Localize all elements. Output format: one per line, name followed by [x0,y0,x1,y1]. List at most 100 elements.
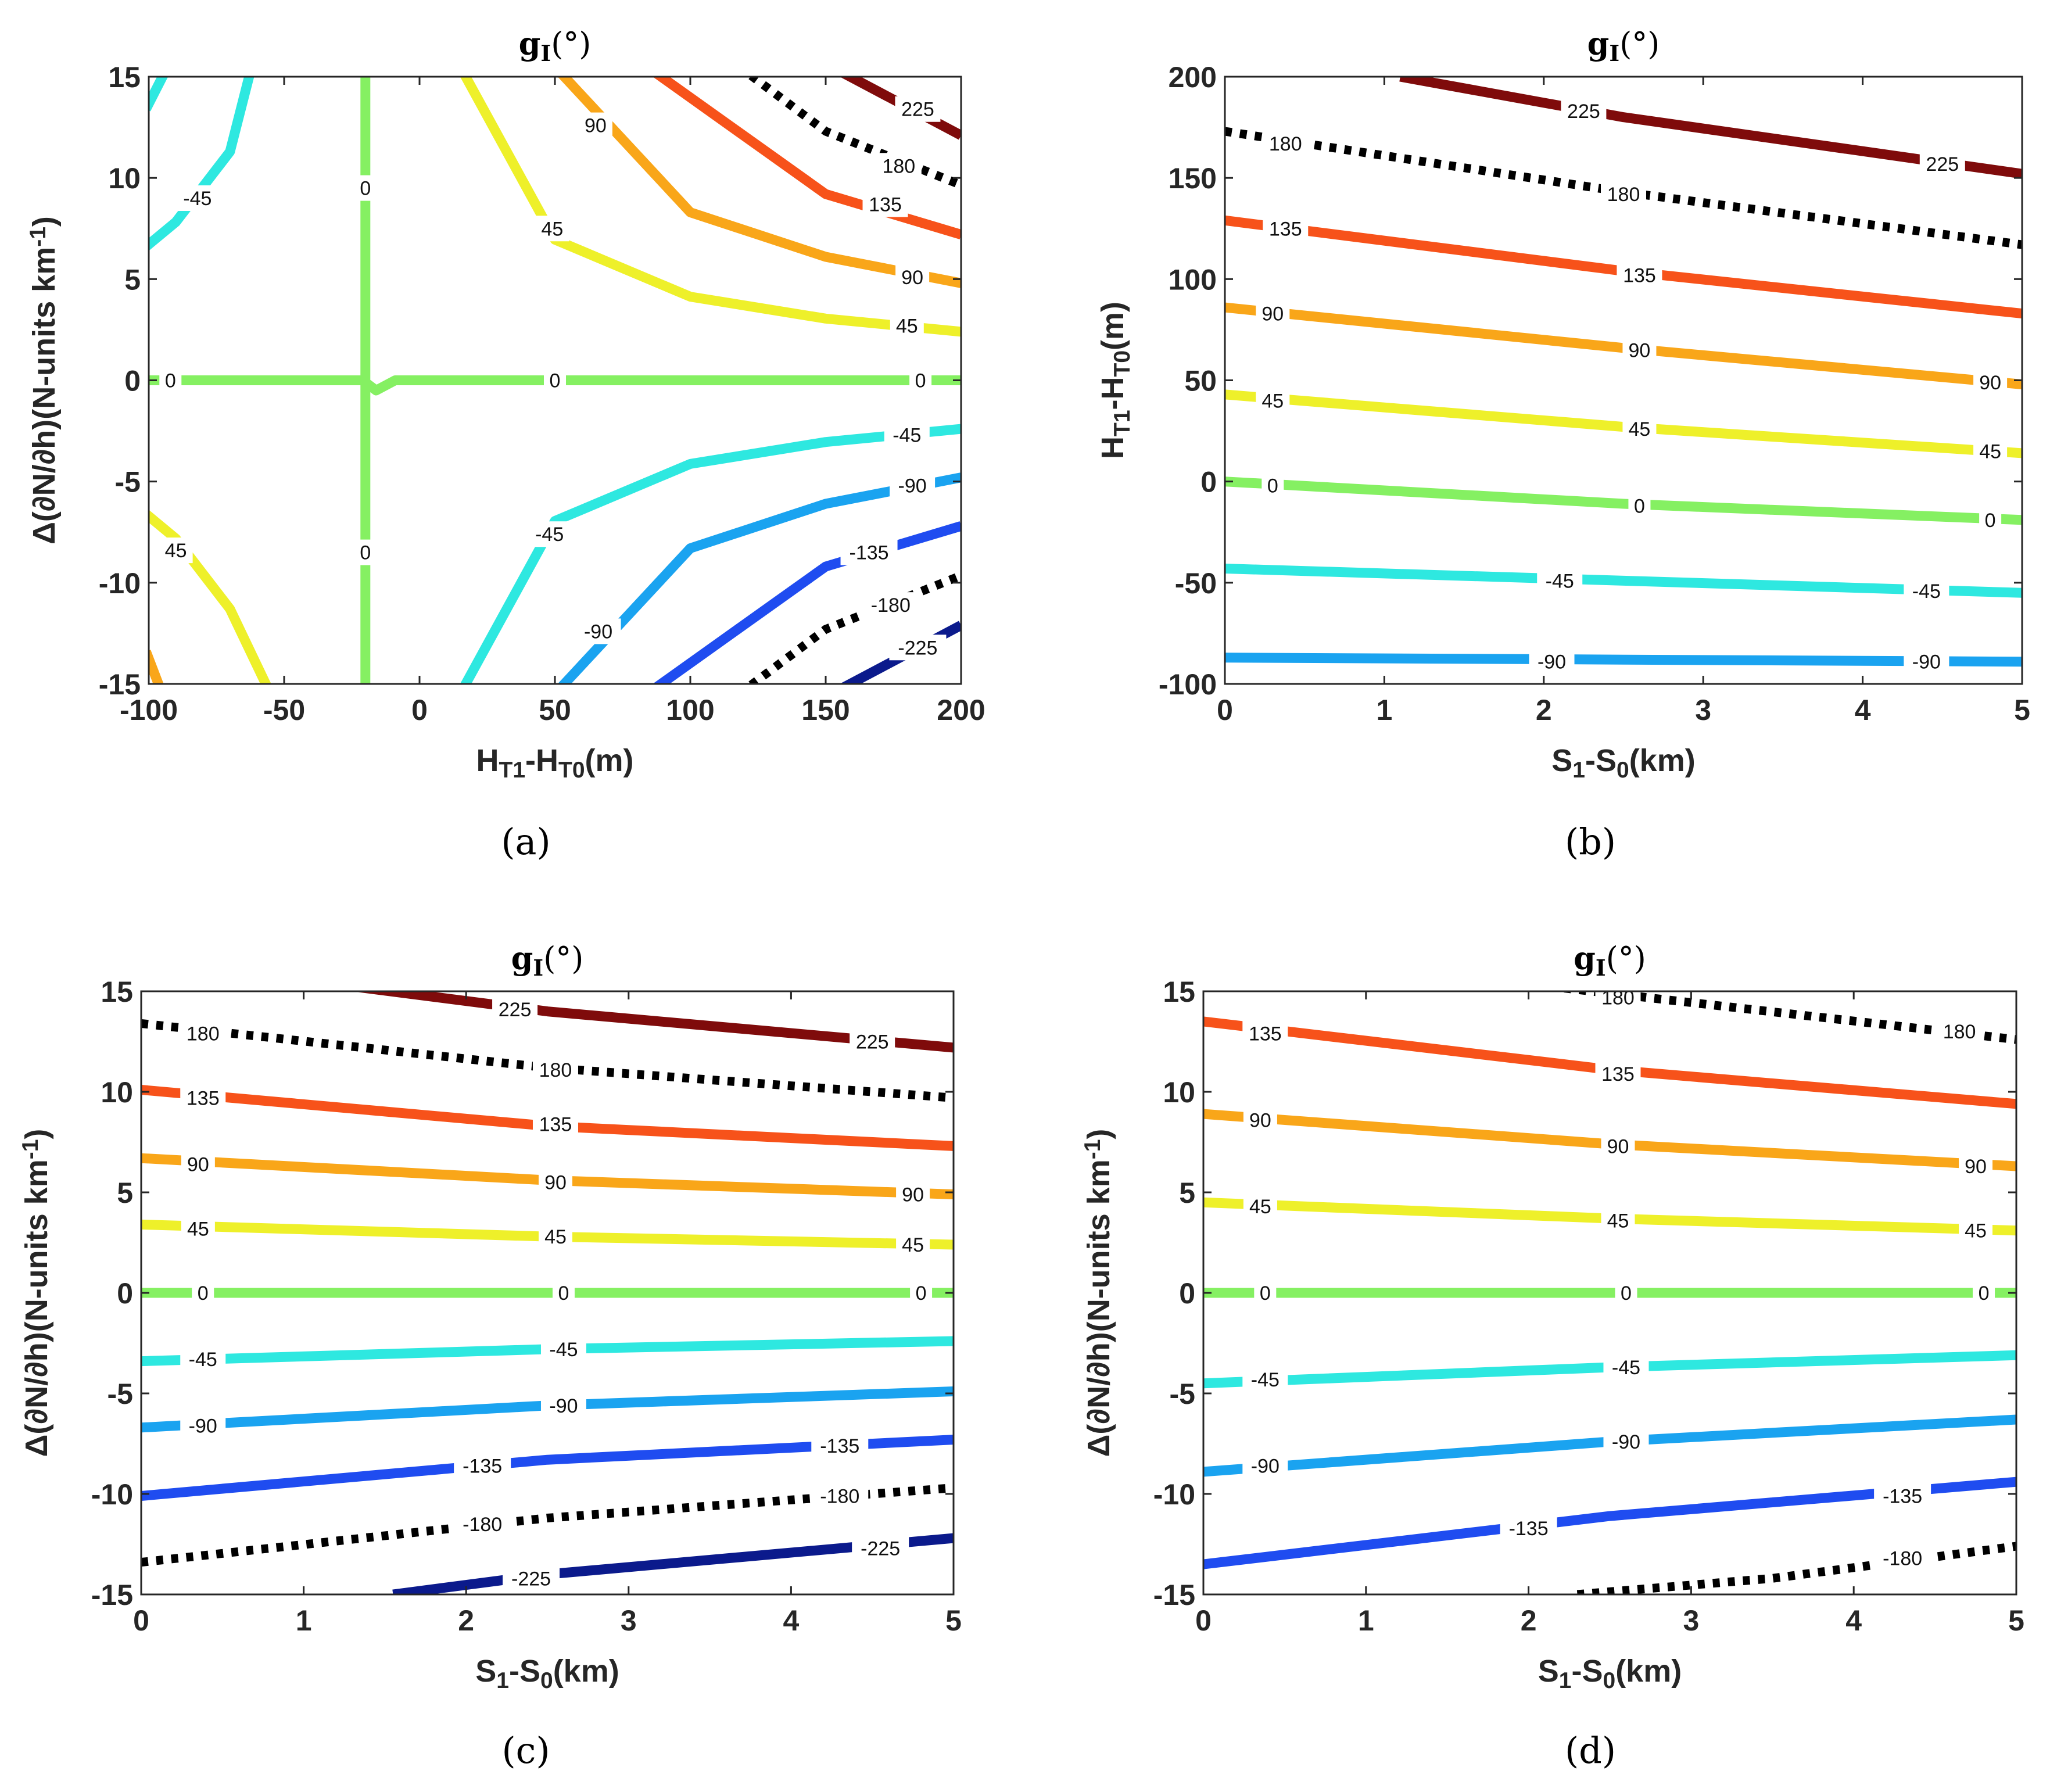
x-tick-label: 1 [296,1604,312,1637]
x-tick-label: 0 [1217,694,1233,726]
y-tick-label: -10 [91,1478,133,1511]
contour-label: 180 [1601,987,1635,1009]
contour-label: 90 [1965,1156,1987,1178]
contour-label: 45 [1261,390,1284,412]
contour-label: 45 [544,1226,567,1248]
y-tick-label: -10 [99,567,141,600]
contour-label: 135 [869,193,902,216]
x-tick-label: 2 [1521,1604,1537,1637]
contour-label-bg [1973,438,2008,464]
contour-label-bg [1959,1217,1993,1243]
contour-label-bg [532,1056,578,1083]
contour-line-neg45 [460,424,961,684]
contour-label-bg [180,1413,226,1439]
y-tick-label: 10 [108,162,141,195]
contour-label-bg [454,1511,511,1537]
x-tick-label: 200 [937,694,985,726]
x-axis-label: HT1-HT0(m) [476,743,634,783]
contour-label-bg [1561,98,1607,124]
x-tick-label: 5 [945,1604,962,1637]
contour-label-bg [1973,369,2008,395]
y-tick-label: -15 [99,668,141,701]
x-tick-label: 3 [621,1604,637,1637]
contour-label-bg [159,537,193,564]
contour-line-neg180 [1576,1542,2016,1594]
contour-line-45 [149,510,271,684]
contour-label: 225 [499,999,532,1021]
contour-label-bg [1904,648,1949,675]
contour-labels: 225 225 180 180 135 135 90 90 90 45 45 45 0 0 0 -45 -45 -… [180,997,933,1592]
contour-label-bg [1603,1429,1649,1455]
contour-label: 90 [1607,1135,1629,1157]
contour-label-bg [1243,1194,1277,1220]
y-axis-label: Δ(∂N/∂h)(N-units km-1) [26,216,62,544]
y-tick-label: 0 [117,1277,133,1310]
contour-label-bg [1263,216,1309,242]
contour-label: -45 [1912,580,1941,603]
contour-label-bg [1628,493,1651,519]
contour-label-bg [1537,568,1583,594]
contour-line-90 [557,77,961,288]
contour-label-bg [354,539,377,565]
y-tick-label: 200 [1169,61,1217,94]
contour-set [149,77,961,684]
contour-label: 0 [916,1282,927,1304]
contour-label: -135 [463,1456,502,1478]
x-tick-label: 1 [1358,1604,1374,1637]
x-tick-label: 3 [1695,694,1711,726]
x-tick-label: 1 [1376,694,1392,726]
contour-label-bg [890,472,936,499]
contour-label: -135 [1509,1518,1549,1540]
contour-label-bg [535,216,569,242]
contour-label-bg [180,1085,226,1111]
contour-label: -45 [1546,570,1574,592]
y-tick-label: -15 [91,1579,133,1611]
panel-title: gI(°) [519,25,592,66]
contour-label: 135 [187,1087,220,1109]
panel-title: gI(°) [511,940,584,981]
contour-label-bg [1242,1020,1288,1046]
contour-label-bg [1973,1280,1995,1306]
contour-label: -90 [584,621,612,643]
contour-label-bg [180,1020,226,1046]
contour-label: 45 [1965,1220,1987,1242]
contour-label: 90 [1629,339,1651,361]
contour-label-bg [1500,1515,1557,1541]
contour-label-bg [492,997,538,1023]
contour-label-bg [895,264,930,290]
y-tick-label: -10 [1153,1478,1195,1511]
contour-label-bg [852,1535,909,1561]
contour-label: 90 [544,1172,567,1194]
contour-label-bg [1243,1107,1277,1133]
contour-label-bg [1256,300,1290,327]
contour-label: -135 [850,542,889,564]
contour-label: 0 [1267,475,1278,497]
contour-label: 180 [882,155,915,177]
contour-label: 45 [165,540,187,562]
y-tick-label: 5 [124,263,141,296]
contour-label-bg [1254,1280,1277,1306]
contour-label: -90 [1538,651,1566,673]
contour-line-180 [745,77,961,189]
contour-label: 180 [1607,184,1640,206]
contour-label: 90 [1249,1109,1271,1131]
contour-label: 180 [1269,133,1302,155]
contour-label-bg [1919,150,1965,177]
contour-label-bg [181,1151,215,1177]
contour-label: -180 [820,1485,859,1507]
contour-label-bg [895,96,941,122]
contour-label: 90 [187,1154,209,1176]
contour-label-bg [890,313,924,339]
contour-label-bg [876,153,922,179]
contour-label: -90 [1912,651,1941,673]
contour-label-bg [1615,1280,1637,1306]
contour-label: 90 [1979,372,2001,394]
contour-label: 135 [1269,218,1302,240]
contour-label: 90 [902,1184,924,1206]
contour-label: 0 [1985,510,1996,532]
contour-label-bg [1595,984,1641,1010]
contour-label: 225 [901,99,934,121]
contour-label-bg [540,1392,586,1418]
